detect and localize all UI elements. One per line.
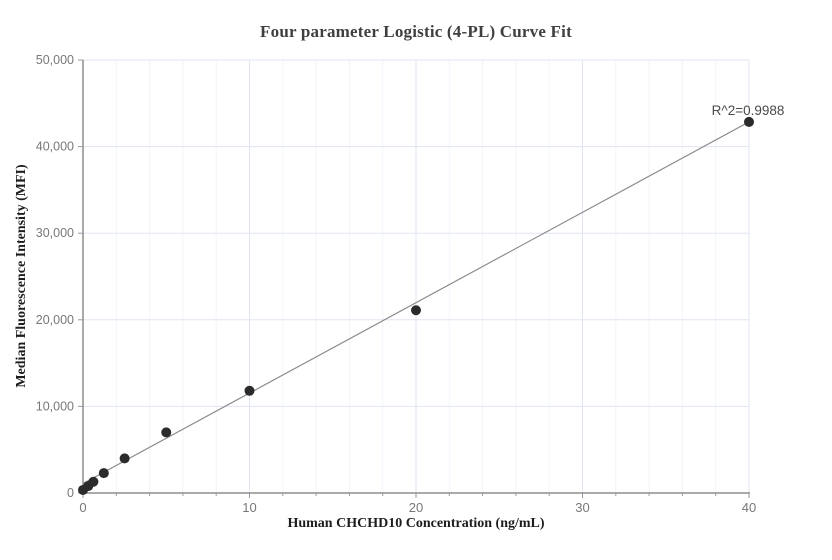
r-squared-annotation: R^2=0.9988 — [711, 103, 785, 118]
fit-line — [82, 121, 750, 485]
x-tick-label: 10 — [242, 500, 256, 515]
x-tick-label: 30 — [575, 500, 589, 515]
y-tick-label: 30,000 — [36, 226, 74, 240]
data-point — [411, 305, 421, 316]
y-tick-label: 40,000 — [36, 140, 74, 154]
data-point — [161, 427, 172, 438]
x-tick-label: 0 — [79, 500, 86, 515]
x-tick-label: 40 — [742, 500, 756, 515]
data-point — [88, 476, 99, 487]
chart-title: Four parameter Logistic (4-PL) Curve Fit — [260, 22, 572, 41]
y-tick-label: 50,000 — [36, 53, 74, 67]
data-point — [744, 116, 754, 127]
y-tick-label: 10,000 — [36, 399, 74, 413]
y-tick-label: 0 — [67, 486, 74, 500]
data-point — [119, 453, 130, 464]
x-axis-title: Human CHCHD10 Concentration (ng/mL) — [287, 516, 545, 531]
x-tick-label: 20 — [409, 500, 423, 515]
y-tick-label: 20,000 — [36, 313, 74, 327]
data-point — [244, 385, 255, 396]
data-point — [98, 468, 109, 479]
